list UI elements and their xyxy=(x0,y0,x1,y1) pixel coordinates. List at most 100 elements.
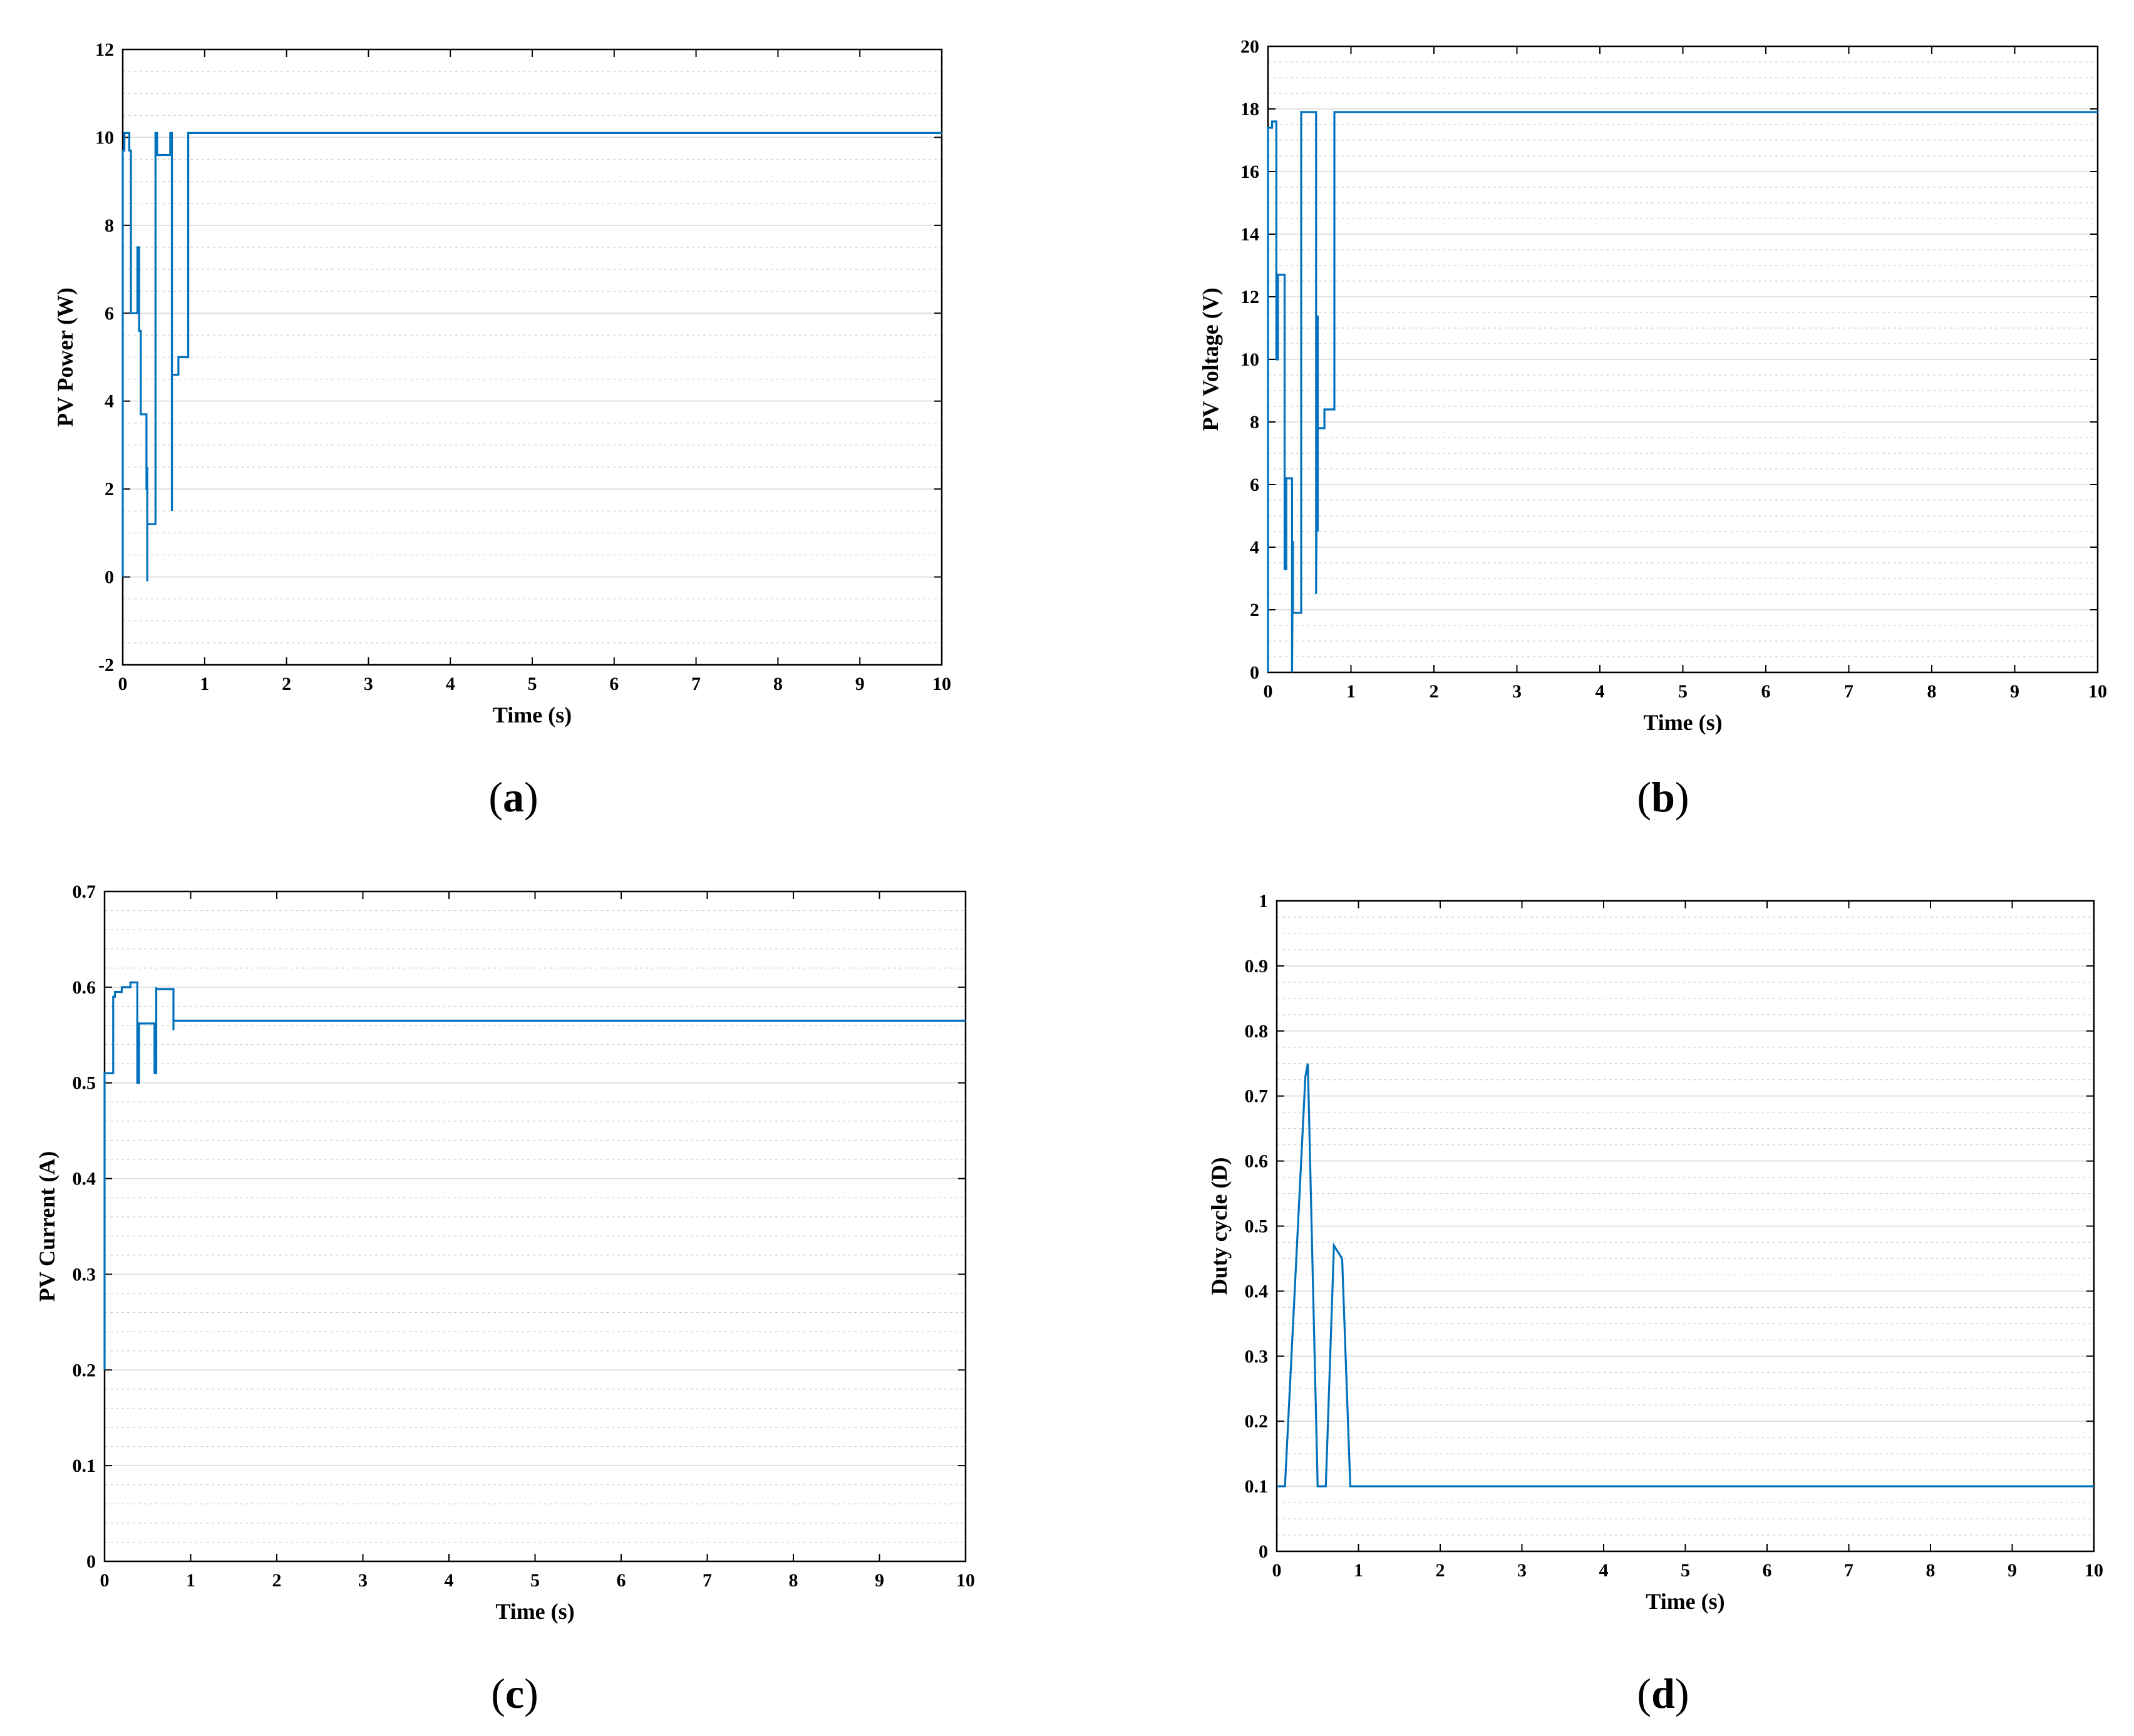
caption-open: ( xyxy=(491,1670,505,1717)
y-tick-label: 0 xyxy=(1250,662,1259,683)
grid-lines xyxy=(1277,917,2094,1536)
grid-lines xyxy=(105,910,966,1543)
y-tick-label: 0.6 xyxy=(1245,1151,1269,1172)
series-line xyxy=(1277,1063,2094,1487)
caption-open: ( xyxy=(488,773,503,821)
caption-letter: b xyxy=(1651,773,1675,821)
y-tick-label: 0.7 xyxy=(73,881,96,902)
chart-panel-c: 0 1 2 3 4 5 6 7 8 9 10 0 0.1 0.2 0.3 0.4 0.5 0.6 0.7 Time (… xyxy=(34,881,975,1717)
x-tick-label: 6 xyxy=(1761,681,1771,702)
series-line xyxy=(121,131,942,582)
y-tick-label: 0 xyxy=(105,567,114,588)
y-tick-label: 0.5 xyxy=(73,1073,96,1094)
y-tick-label: 1 xyxy=(1259,891,1268,912)
y-tick-label: 0.5 xyxy=(1245,1216,1269,1237)
x-tick-label: 0 xyxy=(118,674,128,694)
y-tick-label: 10 xyxy=(95,127,114,148)
x-tick-label: 1 xyxy=(200,674,209,694)
y-tick-label: 0.1 xyxy=(73,1456,96,1476)
y-tick-label: 12 xyxy=(95,39,114,60)
x-tick-label: 4 xyxy=(1595,681,1605,702)
plot-frame xyxy=(103,890,967,1563)
y-tick-label: 2 xyxy=(105,479,114,500)
x-tick-label: 2 xyxy=(1436,1560,1445,1581)
caption-open: ( xyxy=(1637,773,1651,821)
x-tick-label: 7 xyxy=(1844,681,1853,702)
x-tick-label: 3 xyxy=(364,674,373,694)
x-tick-label: 10 xyxy=(2088,681,2107,702)
x-tick-label: 7 xyxy=(1844,1560,1853,1581)
caption-letter: c xyxy=(505,1670,524,1717)
y-tick-label: 18 xyxy=(1240,99,1259,120)
series-line xyxy=(103,981,966,1370)
y-tick-label: 0.7 xyxy=(1245,1086,1269,1107)
x-tick-label: 10 xyxy=(932,674,951,694)
x-tick-label: 6 xyxy=(617,1570,626,1591)
y-tick-label: 0 xyxy=(1259,1541,1268,1562)
x-tick-label: 6 xyxy=(1763,1560,1772,1581)
y-tick-label: 20 xyxy=(1240,36,1259,57)
y-tick-label: 0.4 xyxy=(73,1169,96,1189)
y-tick-label: 16 xyxy=(1240,162,1259,182)
caption-open: ( xyxy=(1637,1670,1651,1717)
x-tick-label: 4 xyxy=(446,674,455,694)
x-tick-label: 0 xyxy=(100,1570,110,1591)
x-tick-label: 4 xyxy=(1599,1560,1609,1581)
y-tick-label: 0.2 xyxy=(73,1360,96,1380)
y-tick-label: 14 xyxy=(1240,224,1259,245)
x-tick-label: 1 xyxy=(186,1570,195,1591)
x-tick-label: 8 xyxy=(1926,1560,1936,1581)
panel-caption: (c) xyxy=(491,1670,539,1717)
x-tick-label: 0 xyxy=(1264,681,1273,702)
y-tick-label: 8 xyxy=(105,215,114,236)
y-tick-label: 0 xyxy=(86,1551,96,1572)
x-axis-label: Time (s) xyxy=(1643,710,1722,735)
y-tick-label: 0.4 xyxy=(1245,1281,1269,1302)
x-tick-label: 9 xyxy=(2008,1560,2017,1581)
x-tick-label: 5 xyxy=(1681,1560,1690,1581)
y-axis-label: PV Current (A) xyxy=(34,1151,59,1302)
x-tick-label: 1 xyxy=(1354,1560,1363,1581)
y-axis-label: Duty cycle (D) xyxy=(1207,1158,1232,1295)
y-tick-label: 8 xyxy=(1250,412,1259,433)
y-tick-label: 4 xyxy=(105,391,114,412)
x-axis-label: Time (s) xyxy=(493,702,572,727)
x-tick-label: 10 xyxy=(2085,1560,2103,1581)
x-tick-label: 7 xyxy=(691,674,701,694)
y-tick-label: 0.2 xyxy=(1245,1411,1269,1432)
x-tick-label: 5 xyxy=(528,674,537,694)
x-tick-label: 3 xyxy=(1512,681,1522,702)
x-tick-label: 9 xyxy=(2010,681,2019,702)
x-tick-label: 3 xyxy=(358,1570,368,1591)
y-axis-label: PV Voltage (V) xyxy=(1198,287,1223,431)
caption-close: ) xyxy=(1675,773,1689,821)
y-tick-label: 0.9 xyxy=(1245,956,1269,977)
y-tick-label: 0.6 xyxy=(73,977,96,998)
caption-letter: d xyxy=(1651,1670,1675,1717)
x-tick-label: 9 xyxy=(875,1570,884,1591)
x-axis-label: Time (s) xyxy=(1646,1589,1724,1614)
x-tick-label: 2 xyxy=(272,1570,282,1591)
x-tick-label: 5 xyxy=(530,1570,540,1591)
panel-caption: (a) xyxy=(488,773,538,821)
x-tick-label: 4 xyxy=(445,1570,454,1591)
y-tick-label: 0.1 xyxy=(1245,1476,1269,1497)
x-tick-label: 0 xyxy=(1272,1560,1282,1581)
y-tick-label: 0.3 xyxy=(1245,1346,1269,1367)
y-tick-label: -2 xyxy=(98,655,114,675)
caption-letter: a xyxy=(503,773,524,821)
y-tick-label: 4 xyxy=(1250,537,1259,558)
x-tick-label: 8 xyxy=(773,674,783,694)
x-tick-label: 8 xyxy=(1927,681,1937,702)
x-tick-label: 9 xyxy=(855,674,865,694)
chart-panel-d: 0 1 2 3 4 5 6 7 8 9 10 0 0.1 0.2 0.3 0.4 0.5 0.6 0.7 0.8 0.9… xyxy=(1207,891,2103,1717)
y-tick-label: 0.8 xyxy=(1245,1021,1269,1042)
x-tick-label: 7 xyxy=(703,1570,712,1591)
x-tick-label: 10 xyxy=(956,1570,975,1591)
y-axis-label: PV Power (W) xyxy=(53,287,78,427)
y-tick-label: 12 xyxy=(1240,287,1259,307)
x-tick-label: 2 xyxy=(282,674,291,694)
panel-caption: (b) xyxy=(1637,773,1689,821)
